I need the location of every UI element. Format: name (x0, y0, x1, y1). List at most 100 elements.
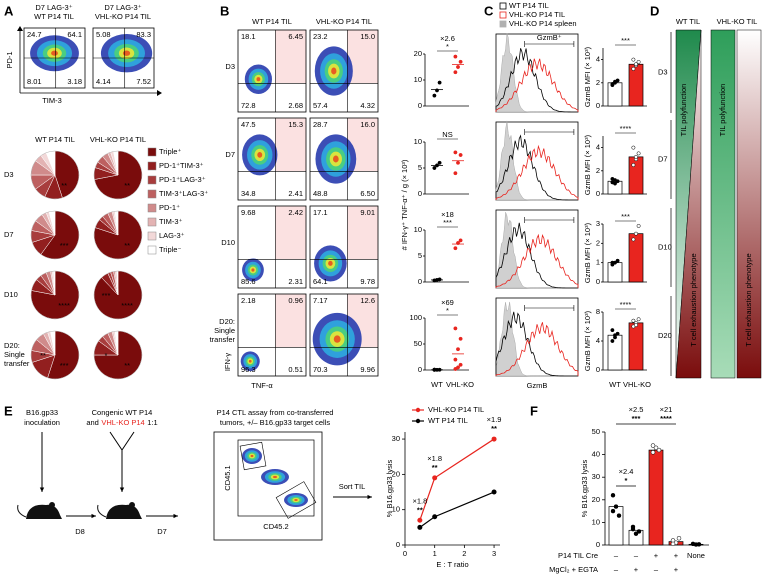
arrow (109, 431, 123, 451)
significance: *** (621, 36, 630, 45)
significance: ** (124, 361, 130, 370)
data-point (437, 160, 442, 165)
quadrant-value: 9.68 (241, 208, 256, 217)
row-label: D3 (658, 67, 668, 76)
histogram (495, 233, 579, 288)
histogram (495, 58, 579, 112)
quadrant-value: 4.32 (360, 101, 375, 110)
bar (628, 63, 644, 107)
legend-swatch (147, 231, 157, 241)
quadrant-value: 5.08 (96, 30, 111, 39)
arrow-head (367, 494, 372, 500)
condition-value: – (654, 565, 659, 574)
data-point (634, 231, 638, 236)
data-point (453, 326, 458, 331)
fold-change: ×2.5 (629, 405, 644, 414)
plot-frame (237, 293, 307, 377)
y-axis-label: PD-1 (5, 51, 14, 68)
column-header: VHL-KO TIL (717, 17, 758, 26)
y-tick-label: 0 (418, 101, 422, 110)
y-axis-label: GzmB MFI (× 10³) (583, 310, 592, 371)
legend-label: PD-1⁺TIM-3⁺ (159, 161, 204, 170)
data-point (458, 238, 463, 243)
quadrant-value: 2.41 (288, 189, 303, 198)
mouse-tail (17, 504, 27, 518)
data-point (613, 79, 617, 84)
data-point (676, 535, 682, 541)
x-tick-label: 2 (462, 549, 466, 558)
column-header: WT TIL (676, 17, 700, 26)
panel-label: B (220, 3, 229, 18)
quadrant-shade (347, 206, 378, 260)
plot-frame (309, 117, 379, 201)
data-point (432, 514, 438, 520)
data-point (631, 318, 636, 323)
density (294, 499, 298, 501)
quadrant-value: 48.8 (313, 189, 328, 198)
legend-label: PD-1⁺LAG-3⁺ (159, 175, 206, 184)
data-point (653, 445, 659, 451)
bar (628, 322, 644, 371)
significance: **** (620, 300, 632, 309)
row-label: D7 (658, 154, 668, 163)
data-point (613, 181, 617, 186)
legend-label: VHL-KO P14 TIL (509, 10, 565, 19)
quadrant-value: 3.18 (67, 77, 82, 86)
legend-label: LAG-3⁺ (159, 231, 185, 240)
histogram (495, 311, 578, 377)
quadrant-value: 2.31 (288, 277, 303, 286)
fold-change: ×1.9 (487, 415, 502, 424)
data-point (631, 163, 636, 167)
significance: *** (60, 241, 69, 250)
y-tick-label: 0 (596, 277, 600, 286)
pie-column: VHL-KO P14 TIL (90, 135, 146, 144)
bar (628, 233, 644, 283)
legend-swatch (147, 161, 157, 171)
assay-box (213, 431, 323, 541)
significance: ** (124, 241, 130, 250)
pie-outline (30, 150, 80, 200)
quadrant-value: 83.3 (136, 30, 151, 39)
data-point (650, 443, 656, 448)
significance: * (625, 476, 628, 485)
y-tick-label: 2 (596, 78, 600, 87)
gate (275, 481, 317, 519)
significance: * (105, 351, 108, 360)
data-point (634, 154, 638, 159)
gradient-exhaustion (736, 29, 762, 379)
condition-value: None (687, 551, 705, 560)
y-tick-label: 0 (418, 365, 422, 374)
data-point (491, 436, 497, 442)
step-text: VHL-KO P14 (101, 418, 144, 427)
y-tick-label: 20 (592, 495, 600, 504)
quadrant-shade (275, 30, 306, 84)
legend-marker (415, 407, 421, 413)
condition-value: + (654, 551, 659, 560)
y-tick-label: 0 (596, 189, 600, 198)
data-point (458, 153, 463, 157)
column-header: VHL-KO P14 TIL (316, 17, 372, 26)
quadrant-value: 0.51 (288, 365, 303, 374)
x-tick-label: WT (431, 380, 443, 389)
data-point (435, 163, 439, 168)
quadrant-value: 16.0 (360, 120, 375, 129)
quadrant-value: 96.3 (241, 365, 256, 374)
gradient-label: TIL polyfunction (718, 84, 727, 137)
legend-label: Triple⁻ (159, 245, 181, 254)
y-axis-label: CD45.1 (223, 465, 232, 490)
flow-title: D7 LAG-3⁺ (104, 3, 141, 12)
legend-label: PD-1⁺ (159, 203, 180, 212)
y-tick-label: 0 (396, 540, 400, 549)
quadrant-value: 85.6 (241, 277, 256, 286)
data-point (610, 508, 616, 514)
density (332, 155, 339, 163)
data-point (636, 529, 642, 534)
legend-swatch (147, 189, 157, 199)
quadrant-value: 70.3 (313, 365, 328, 374)
data-point (631, 237, 636, 242)
density (333, 335, 341, 343)
significance: ** (124, 181, 130, 190)
y-tick-label: 10 (392, 505, 400, 514)
data-point (636, 151, 641, 156)
